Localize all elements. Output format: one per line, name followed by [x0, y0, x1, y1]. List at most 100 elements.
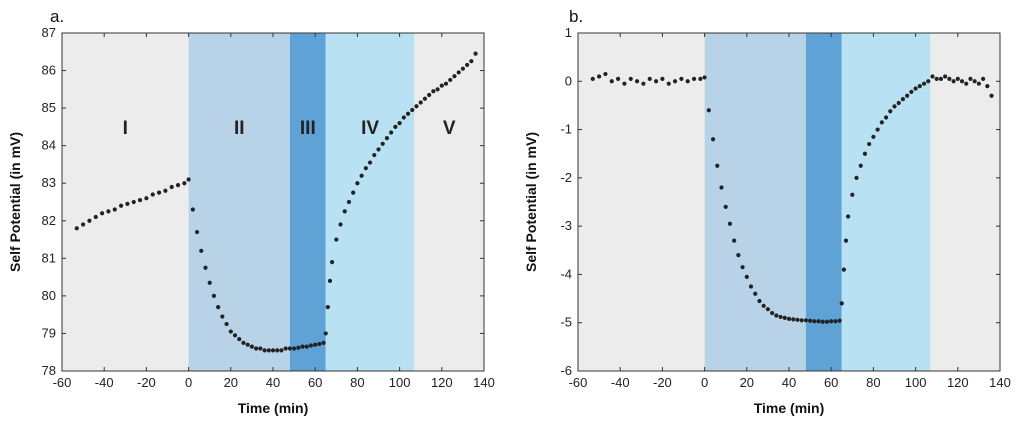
b-data-point: [782, 315, 787, 320]
b-data-point: [896, 100, 901, 106]
a-phase-label-iii: III: [300, 118, 316, 139]
a-data-point: [169, 184, 174, 190]
a-data-point: [317, 341, 322, 347]
a-data-point: [401, 115, 406, 120]
a-data-point: [460, 66, 465, 71]
a-x-tick-label: 60: [308, 375, 322, 390]
b-data-point: [647, 76, 652, 81]
a-data-point: [144, 196, 149, 201]
a-data-point: [367, 160, 373, 165]
b-data-point: [862, 151, 868, 156]
b-data-point: [959, 79, 965, 84]
a-phase-label-ii: II: [234, 118, 245, 139]
b-y-tick-label: -2: [560, 170, 572, 185]
b-data-point: [679, 76, 684, 81]
b-data-point: [843, 238, 849, 243]
b-data-point: [883, 115, 889, 120]
a-data-point: [262, 348, 267, 353]
b-data-point: [837, 318, 842, 323]
a-data-point: [473, 51, 478, 56]
b-data-point: [951, 79, 956, 84]
b-data-point: [765, 307, 771, 312]
b-data-point: [820, 319, 825, 324]
a-data-point: [254, 346, 259, 351]
b-x-tick-label: 120: [947, 375, 969, 390]
b-data-point: [976, 81, 982, 86]
b-data-point: [740, 265, 745, 270]
b-y-tick-label: -4: [560, 266, 572, 281]
b-phase-band-3: [805, 33, 842, 371]
b-data-point: [723, 204, 728, 209]
b-data-point: [685, 79, 690, 84]
b-data-point: [622, 81, 627, 86]
b-x-tick-label: 20: [740, 375, 754, 390]
a-data-point: [443, 81, 449, 86]
a-data-point: [137, 198, 143, 203]
a-data-point: [321, 340, 326, 345]
b-data-point: [812, 319, 817, 324]
a-data-point: [405, 111, 411, 116]
b-data-point: [706, 108, 711, 113]
a-x-tick-label: 120: [431, 375, 453, 390]
b-y-tick-label: -6: [560, 363, 572, 378]
b-data-point: [839, 301, 844, 306]
a-data-point: [266, 348, 271, 353]
b-data-point: [905, 93, 910, 98]
a-data-point: [334, 237, 339, 242]
a-y-tick-label: 85: [42, 100, 56, 115]
b-x-axis-title: Time (min): [754, 400, 825, 416]
b-data-point: [628, 76, 633, 81]
b-x-tick-label: 60: [824, 375, 838, 390]
b-x-tick-label: 40: [782, 375, 796, 390]
b-data-point: [892, 104, 897, 109]
a-data-point: [245, 342, 250, 347]
a-data-point: [131, 199, 136, 205]
a-data-point: [258, 346, 263, 351]
b-data-point: [691, 76, 697, 81]
b-data-point: [732, 238, 737, 243]
a-data-point: [87, 218, 92, 223]
a-data-point: [74, 226, 79, 231]
b-data-point: [666, 81, 671, 86]
b-data-point: [736, 253, 741, 258]
a-x-tick-label: 80: [350, 375, 364, 390]
a-data-point: [338, 222, 343, 227]
b-y-axis-title: Self Potential (in mV): [523, 132, 539, 272]
a-data-point: [220, 314, 225, 319]
a-y-tick-label: 84: [42, 138, 56, 153]
a-x-tick-label: 20: [224, 375, 238, 390]
b-data-point: [968, 76, 973, 81]
a-data-point: [112, 207, 117, 212]
a-data-point: [292, 346, 297, 351]
a-data-point: [249, 344, 254, 349]
a-data-point: [93, 214, 98, 220]
a-data-point: [279, 348, 284, 353]
a-phase-label-v: V: [443, 118, 456, 139]
a-data-point: [150, 192, 155, 197]
b-y-tick-label: 1: [565, 25, 572, 40]
a-x-tick-label: -40: [95, 375, 114, 390]
a-data-point: [81, 222, 86, 227]
b-data-point: [660, 76, 665, 81]
a-data-point: [435, 87, 440, 92]
b-data-point: [981, 76, 986, 81]
a-data-point: [469, 59, 474, 64]
a-x-tick-label: 40: [266, 375, 280, 390]
a-data-point: [439, 83, 444, 88]
b-data-point: [909, 89, 914, 95]
b-phase-band-4: [841, 33, 931, 371]
a-data-point: [355, 181, 360, 186]
a-data-point: [228, 329, 233, 334]
a-data-point: [384, 136, 390, 141]
b-data-point: [850, 192, 855, 197]
a-data-point: [465, 62, 470, 68]
b-data-point: [641, 81, 646, 86]
b-y-tick-label: -3: [560, 218, 572, 233]
b-data-point: [867, 141, 872, 147]
a-phase-band-1: [62, 33, 189, 371]
a-data-point: [325, 305, 330, 310]
b-data-point: [753, 291, 758, 296]
b-data-point: [590, 76, 595, 81]
a-data-point: [194, 229, 200, 235]
b-x-tick-label: 140: [989, 375, 1011, 390]
